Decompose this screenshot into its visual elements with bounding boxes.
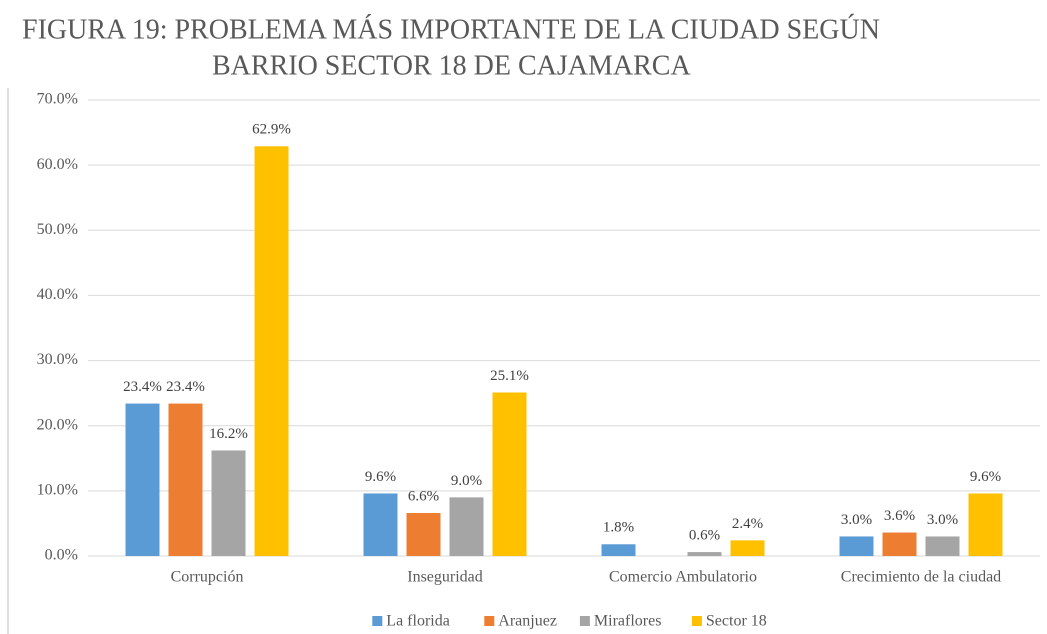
- data-label: 0.6%: [689, 528, 720, 544]
- y-tick-label: 50.0%: [37, 221, 78, 238]
- bar: [601, 544, 636, 556]
- legend-swatch: [372, 616, 383, 626]
- x-tick-label: Comercio Ambulatorio: [609, 569, 757, 586]
- data-label: 6.6%: [408, 488, 439, 504]
- legend-swatch: [484, 616, 495, 626]
- bar: [882, 532, 917, 556]
- data-label: 62.9%: [252, 122, 291, 138]
- data-label: 1.8%: [603, 520, 634, 536]
- bar: [730, 540, 765, 556]
- data-label: 25.1%: [490, 368, 529, 384]
- x-tick-label: Inseguridad: [407, 569, 483, 586]
- x-tick-label: Corrupción: [171, 569, 244, 586]
- data-label: 9.6%: [970, 469, 1001, 485]
- y-tick-label: 10.0%: [37, 482, 78, 499]
- bar: [254, 146, 289, 556]
- y-tick-label: 20.0%: [37, 416, 78, 433]
- data-label: 23.4%: [123, 379, 162, 395]
- bar: [168, 403, 203, 556]
- bar: [211, 450, 246, 556]
- data-label: 9.6%: [365, 469, 396, 485]
- data-label: 3.0%: [927, 512, 958, 528]
- bar: [363, 493, 398, 556]
- legend-label: Aranjuez: [498, 613, 557, 630]
- y-tick-label: 0.0%: [45, 547, 78, 564]
- legend-swatch: [691, 616, 702, 626]
- data-label: 23.4%: [166, 379, 205, 395]
- data-label: 2.4%: [732, 516, 763, 532]
- bar: [406, 513, 441, 556]
- legend-label: Miraflores: [594, 613, 662, 630]
- bar: [687, 552, 722, 556]
- chart-title: FIGURA 19: PROBLEMA MÁS IMPORTANTE DE LA…: [22, 14, 880, 45]
- bar: [925, 536, 960, 556]
- bar: [449, 497, 484, 556]
- legend-swatch: [579, 616, 590, 626]
- x-tick-label: Crecimiento de la ciudad: [841, 569, 1001, 586]
- bar: [125, 403, 160, 556]
- bar: [492, 392, 527, 556]
- data-label: 16.2%: [209, 426, 248, 442]
- bar: [968, 493, 1003, 556]
- y-tick-label: 70.0%: [37, 91, 78, 108]
- y-tick-label: 40.0%: [37, 286, 78, 303]
- y-tick-label: 30.0%: [37, 351, 78, 368]
- data-label: 3.0%: [841, 512, 872, 528]
- legend-label: Sector 18: [706, 613, 767, 630]
- bar: [839, 536, 874, 556]
- chart-title: BARRIO SECTOR 18 DE CAJAMARCA: [212, 50, 691, 81]
- data-label: 3.6%: [884, 508, 915, 524]
- y-tick-label: 60.0%: [37, 156, 78, 173]
- data-label: 9.0%: [451, 473, 482, 489]
- legend-label: La florida: [386, 613, 450, 630]
